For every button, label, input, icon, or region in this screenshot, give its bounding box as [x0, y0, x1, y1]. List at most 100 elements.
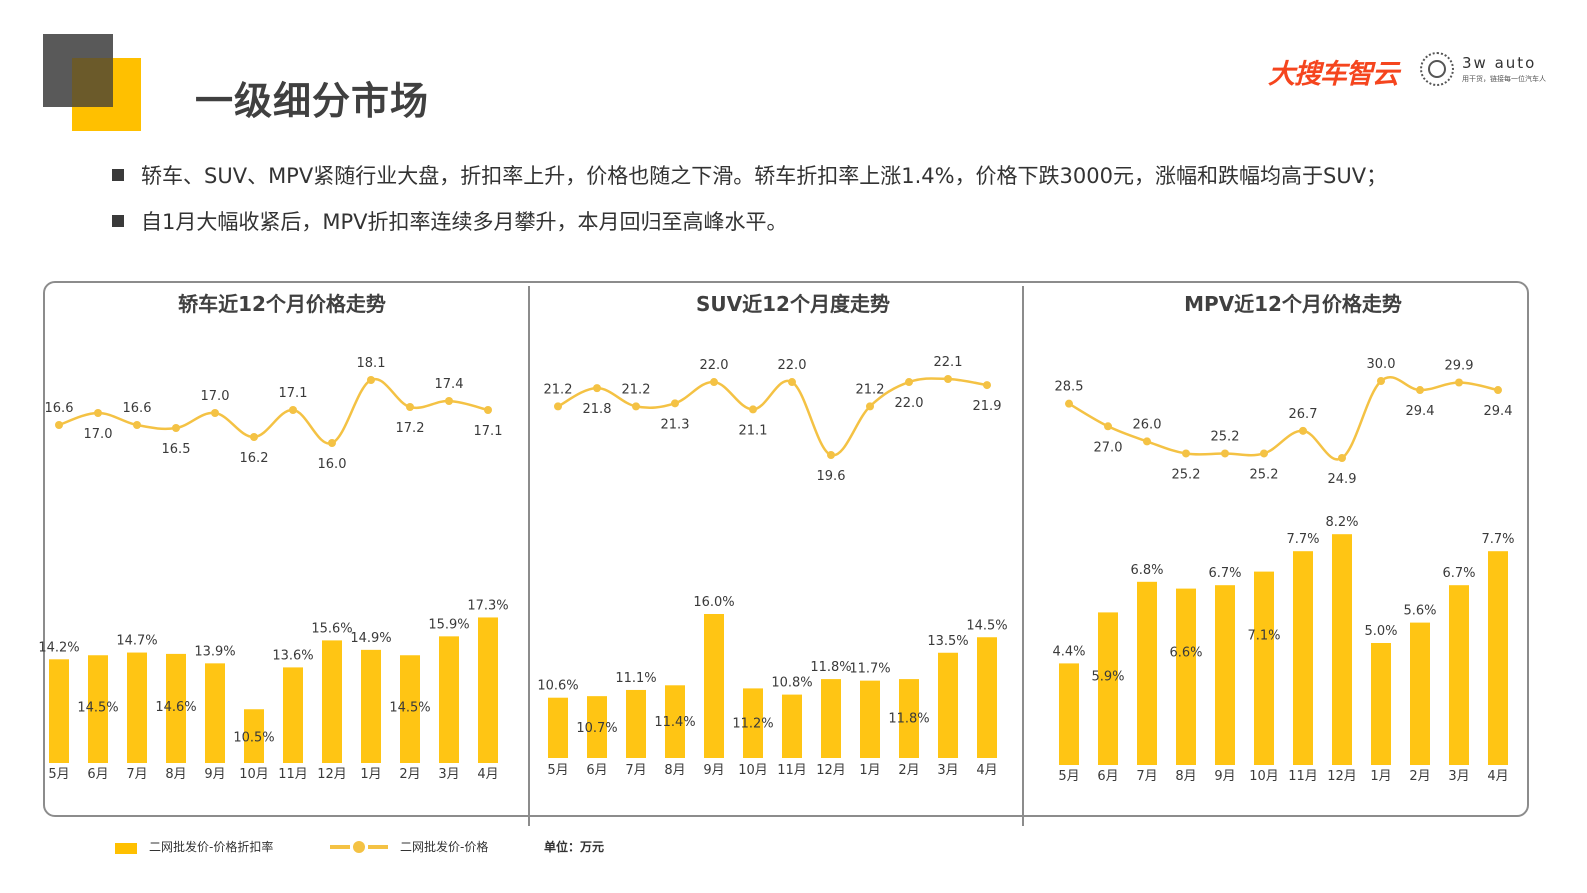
bar-value-label: 7.1%	[1247, 629, 1280, 644]
bar	[860, 680, 880, 758]
price-value-label: 16.6	[45, 401, 74, 416]
price-value-label: 22.0	[895, 396, 924, 411]
bar-value-label: 13.9%	[194, 644, 235, 659]
price-value-label: 17.1	[279, 386, 308, 401]
price-point	[250, 433, 258, 441]
bar-value-label: 14.5%	[966, 618, 1007, 633]
bar-value-label: 11.1%	[615, 671, 656, 686]
page-title: 一级细分市场	[195, 79, 430, 123]
price-point	[1377, 377, 1385, 385]
category-label: 6月	[1097, 769, 1118, 784]
bar	[1215, 585, 1235, 765]
bar-value-label: 5.6%	[1403, 604, 1436, 619]
price-point	[94, 409, 102, 417]
price-point	[983, 381, 991, 390]
bar	[1137, 581, 1157, 765]
category-label: 8月	[1175, 769, 1196, 784]
bar	[205, 663, 225, 763]
bar-value-label: 6.7%	[1442, 566, 1475, 581]
bar-value-label: 10.8%	[771, 676, 812, 691]
price-value-label: 25.2	[1211, 429, 1240, 444]
bar-value-label: 11.7%	[849, 662, 890, 677]
price-point	[367, 376, 375, 384]
unit-note: 单位：万元	[544, 840, 605, 854]
legend-bar-label: 二网批发价-价格折扣率	[149, 840, 274, 854]
price-value-label: 19.6	[817, 469, 846, 484]
bar	[361, 649, 381, 763]
price-point	[1065, 399, 1073, 408]
bar-value-label: 14.7%	[116, 634, 157, 649]
category-label: 1月	[360, 767, 381, 782]
price-value-label: 28.5	[1055, 380, 1084, 395]
price-value-label: 17.0	[84, 427, 113, 442]
bar	[166, 653, 186, 763]
price-point	[1104, 422, 1112, 431]
bar	[1449, 585, 1469, 765]
price-value-label: 21.9	[973, 399, 1002, 414]
bar-value-label: 8.2%	[1325, 515, 1358, 530]
bar-value-label: 13.6%	[272, 648, 313, 663]
category-label: 9月	[1214, 769, 1235, 784]
bar-value-label: 5.0%	[1364, 624, 1397, 639]
price-point	[484, 406, 492, 414]
legend-line-swatch	[330, 841, 388, 853]
chart-title: SUV近12个月度走势	[696, 292, 890, 316]
category-label: 4月	[477, 767, 498, 782]
price-point	[827, 451, 835, 459]
bar	[1176, 588, 1196, 765]
bar-value-label: 11.2%	[732, 717, 773, 732]
chart-title: MPV近12个月价格走势	[1184, 292, 1402, 316]
price-point	[328, 439, 336, 447]
price-value-label: 16.2	[240, 451, 269, 466]
price-value-label: 22.1	[934, 355, 963, 370]
bullet-square-icon	[112, 169, 124, 181]
price-value-label: 17.2	[396, 421, 425, 436]
price-value-label: 21.1	[739, 423, 768, 438]
price-point	[1182, 449, 1190, 458]
bar	[439, 636, 459, 763]
bar	[1293, 551, 1313, 765]
category-label: 10月	[239, 767, 269, 782]
category-label: 12月	[1327, 769, 1357, 784]
bar	[127, 652, 147, 763]
bar	[977, 637, 997, 758]
price-value-label: 22.0	[778, 358, 807, 373]
category-label: 3月	[438, 767, 459, 782]
price-value-label: 29.4	[1484, 404, 1513, 419]
category-label: 12月	[816, 763, 846, 778]
bar	[782, 694, 802, 758]
category-label: 8月	[664, 763, 685, 778]
price-point	[671, 399, 679, 408]
brand-logo: 大搜车智云	[1268, 59, 1399, 90]
price-value-label: 25.2	[1250, 467, 1279, 482]
price-value-label: 16.5	[162, 442, 191, 457]
category-label: 8月	[165, 767, 186, 782]
bar	[244, 709, 264, 763]
decorative-overlap-square	[72, 58, 113, 107]
category-label: 3月	[937, 763, 958, 778]
legend-line-label: 二网批发价-价格	[400, 840, 489, 854]
bar-value-label: 13.5%	[927, 634, 968, 649]
price-point	[593, 384, 601, 393]
price-point	[289, 406, 297, 414]
bar-value-label: 14.5%	[77, 701, 118, 716]
partner-seal-icon	[1420, 52, 1454, 86]
category-label: 2月	[898, 763, 919, 778]
category-label: 1月	[1370, 769, 1391, 784]
price-point	[1221, 449, 1229, 458]
price-value-label: 21.2	[622, 382, 651, 397]
bar-value-label: 11.8%	[888, 712, 929, 727]
category-label: 5月	[547, 763, 568, 778]
bar	[548, 697, 568, 758]
price-value-label: 17.4	[435, 377, 464, 392]
price-value-label: 16.0	[318, 457, 347, 472]
bar	[1488, 551, 1508, 765]
bar	[478, 617, 498, 763]
bar-value-label: 16.0%	[693, 595, 734, 610]
price-point	[211, 409, 219, 417]
price-point	[1494, 386, 1502, 395]
price-value-label: 17.1	[474, 424, 503, 439]
price-point	[172, 424, 180, 432]
legend-bar-swatch	[115, 843, 137, 854]
